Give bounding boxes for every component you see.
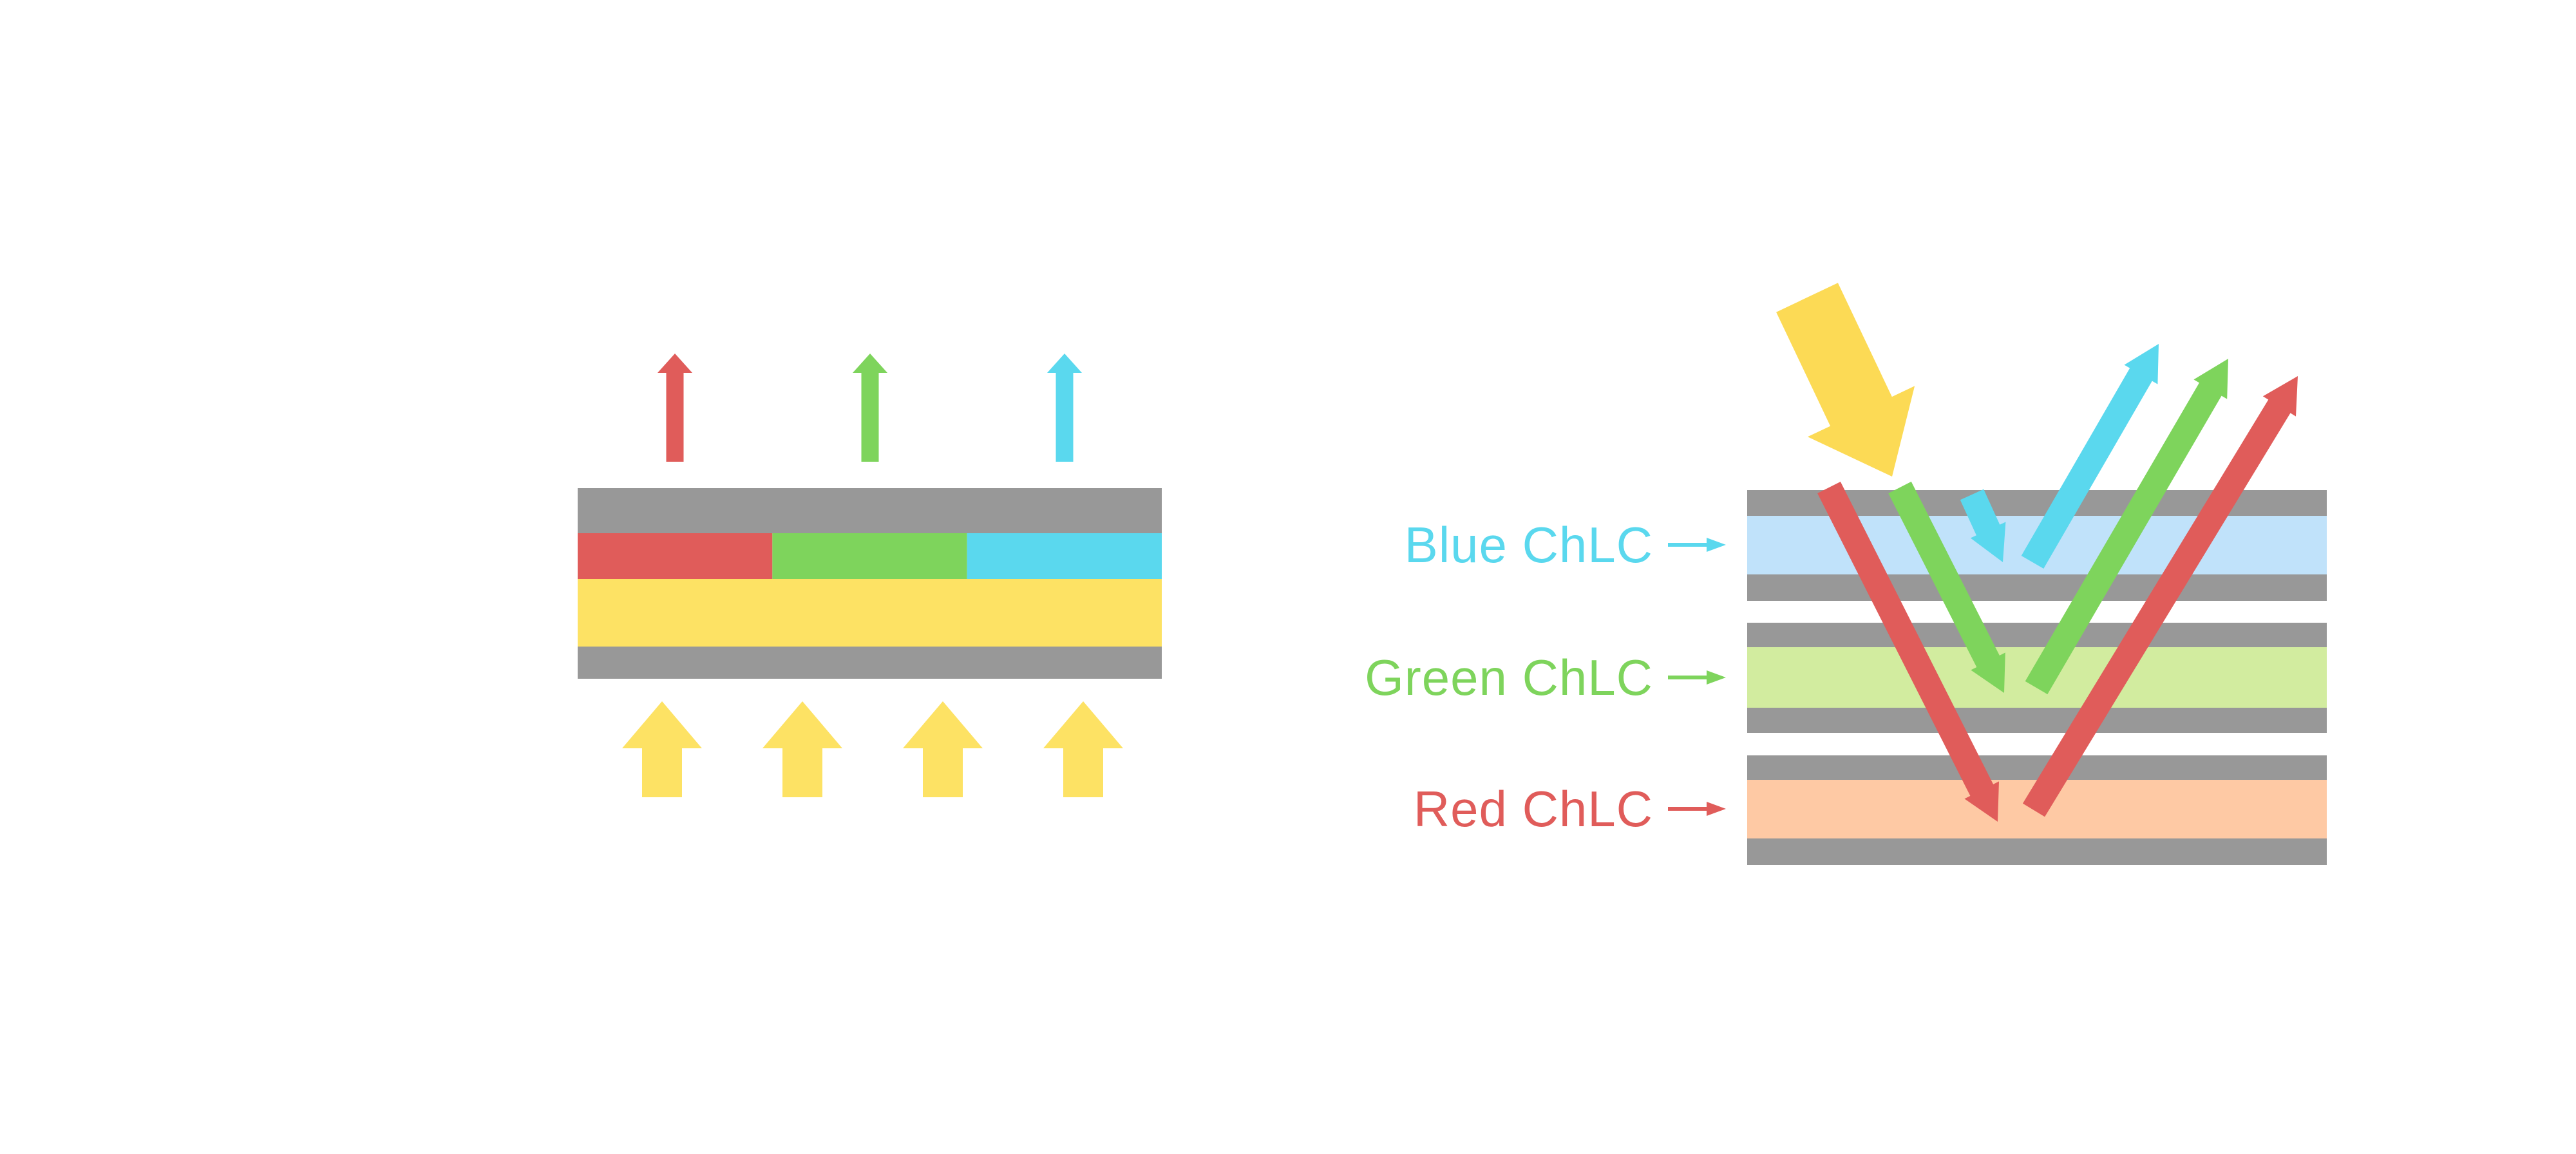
red-ray-incident [1817, 482, 1999, 822]
red-chlc-pointer-head [1707, 802, 1726, 816]
blue-chlc-pointer-head [1707, 538, 1726, 552]
cyan-ray-incident [1960, 489, 2006, 562]
lcd-bottom-glass [578, 647, 1162, 679]
label-red-chlc: Red ChLC [1413, 780, 1653, 837]
backlight-arrow-3 [903, 701, 983, 797]
green-emitted-arrow [853, 354, 887, 462]
incident-light-arrow [1776, 283, 1915, 477]
green-ray-incident [1888, 481, 2005, 693]
substrate-bottom-blue [1747, 574, 2327, 601]
lcd-subpixel-red [578, 533, 773, 579]
backlight-arrow-4 [1043, 701, 1123, 797]
backlight-arrow-1 [622, 701, 702, 797]
cyan-ray-reflected [2021, 344, 2159, 569]
red-emitted-arrow [658, 354, 692, 462]
green-ray-reflected [2025, 359, 2228, 695]
substrate-bottom-red [1747, 838, 2327, 865]
lcd-subpixel-green [772, 533, 967, 579]
substrate-top-red [1747, 755, 2327, 780]
cyan-emitted-arrow [1047, 354, 1082, 462]
red-ray-reflected [2022, 376, 2298, 817]
substrate-bottom-green [1747, 708, 2327, 733]
lcd-subpixel-cyan [967, 533, 1162, 579]
lcd-top-glass [578, 488, 1162, 533]
lcd-backlight-layer [578, 579, 1162, 647]
label-blue-chlc: Blue ChLC [1404, 516, 1653, 573]
green-chlc-pointer-head [1707, 670, 1726, 685]
label-green-chlc: Green ChLC [1365, 649, 1653, 706]
substrate-top-green [1747, 623, 2327, 647]
backlight-arrow-2 [762, 701, 842, 797]
